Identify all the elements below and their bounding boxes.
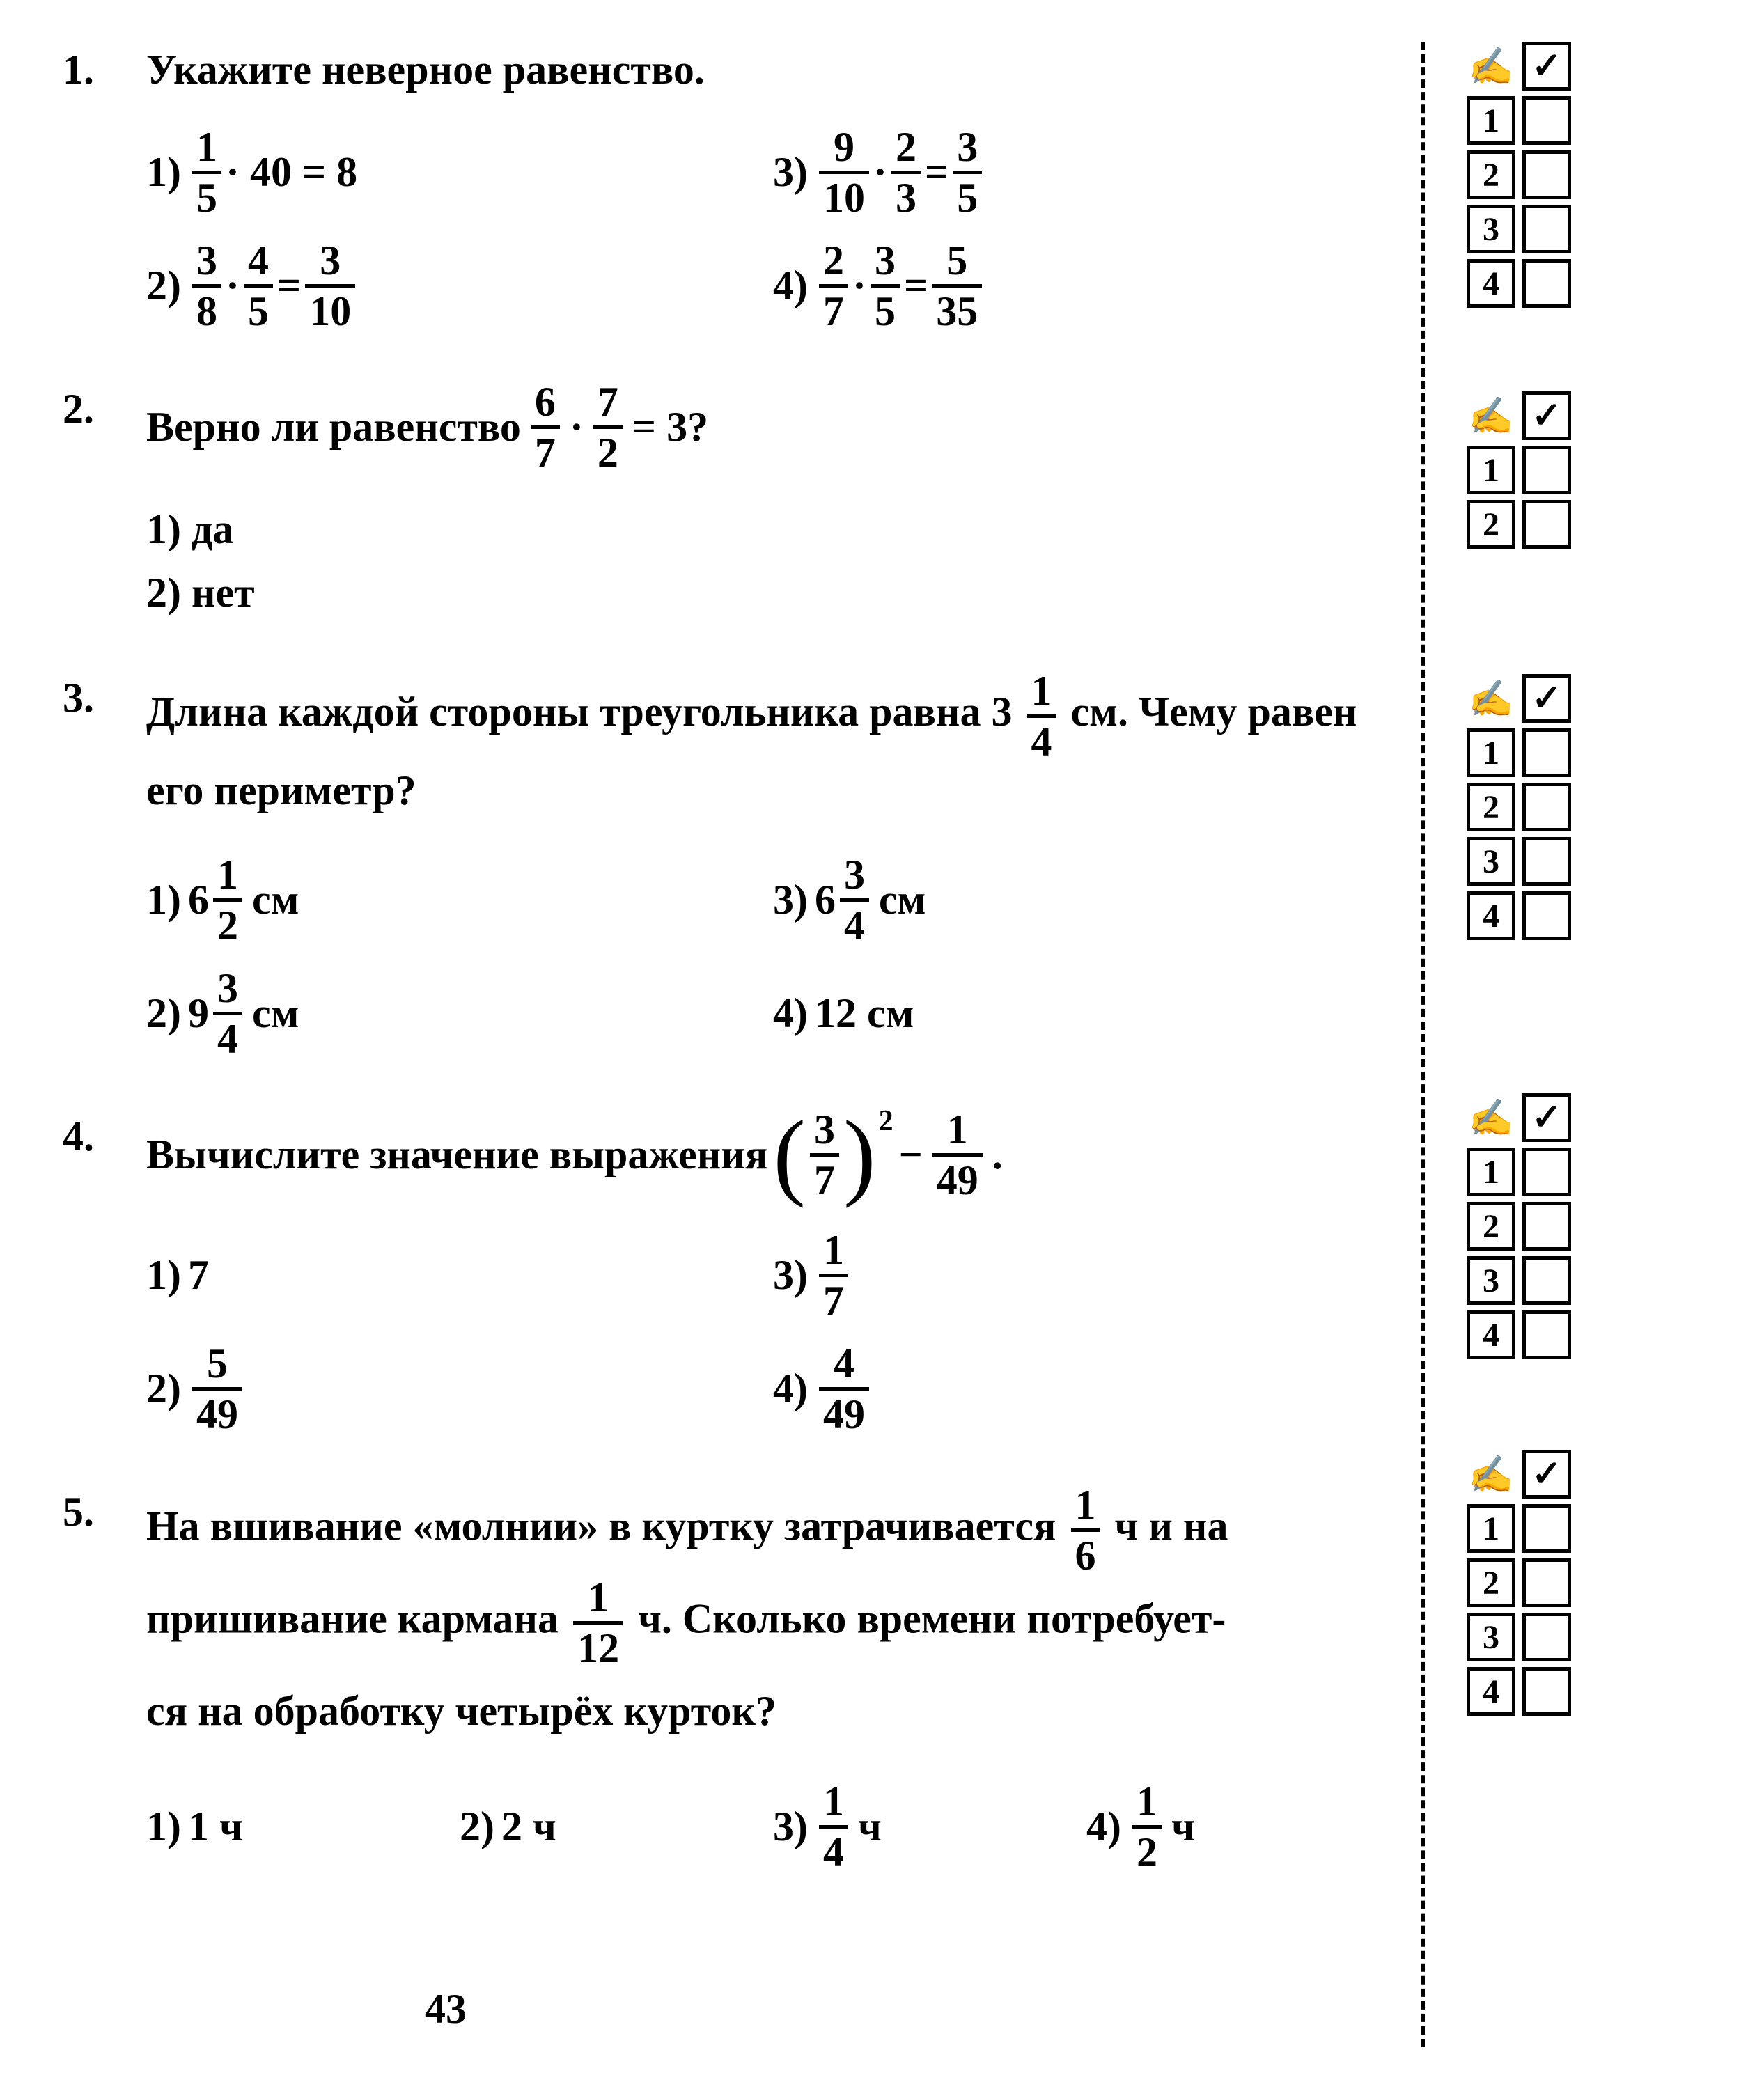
question-4: 4. Вычислите значение выражения ( 37 ) 2… bbox=[63, 1109, 1400, 1435]
q4-option-1: 1) 7 bbox=[146, 1229, 773, 1322]
answer-block-1: ✍✓ 1 2 3 4 bbox=[1467, 42, 1664, 308]
check-icon: ✓ bbox=[1522, 674, 1571, 723]
q5-option-1: 1) 1 ч bbox=[146, 1781, 460, 1873]
answer-box-number[interactable]: 3 bbox=[1467, 1613, 1515, 1661]
q5-option-3: 3) 14 ч bbox=[773, 1781, 1086, 1873]
answer-column: ✍✓ 1 2 3 4 ✍✓ 1 2 ✍✓ 1 2 3 4 ✍✓ 1 2 3 4 … bbox=[1421, 42, 1664, 2047]
q3-option-2: 2) 9 34 см bbox=[146, 967, 773, 1060]
answer-box-empty[interactable] bbox=[1522, 1202, 1571, 1251]
q2-number: 2. bbox=[63, 381, 146, 621]
pen-icon: ✍ bbox=[1467, 674, 1515, 723]
answer-box-number[interactable]: 4 bbox=[1467, 1310, 1515, 1359]
q4-option-4: 4) 449 bbox=[773, 1343, 1400, 1435]
answer-block-4: ✍✓ 1 2 3 4 bbox=[1467, 1093, 1664, 1359]
answer-box-empty[interactable] bbox=[1522, 837, 1571, 886]
check-icon: ✓ bbox=[1522, 42, 1571, 91]
q2-option-2: 2) нет bbox=[146, 565, 1400, 621]
answer-box-empty[interactable] bbox=[1522, 205, 1571, 253]
answer-box-number[interactable]: 3 bbox=[1467, 205, 1515, 253]
answer-box-empty[interactable] bbox=[1522, 259, 1571, 308]
answer-box-number[interactable]: 1 bbox=[1467, 1504, 1515, 1553]
question-2: 2. Верно ли равенство 67 · 72 = 3? 1) да… bbox=[63, 381, 1400, 621]
answer-box-number[interactable]: 1 bbox=[1467, 96, 1515, 145]
q3-number: 3. bbox=[63, 670, 146, 1060]
q1-text: Укажите неверное равенство. bbox=[146, 42, 1400, 98]
q1-option-2: 2) 38 · 45 = 310 bbox=[146, 240, 773, 332]
q5-number: 5. bbox=[63, 1484, 146, 1873]
answer-block-5: ✍✓ 1 2 3 4 bbox=[1467, 1450, 1664, 1716]
answer-box-empty[interactable] bbox=[1522, 1613, 1571, 1661]
answer-box-number[interactable]: 1 bbox=[1467, 1148, 1515, 1196]
question-5: 5. На вшивание «молнии» в куртку затрачи… bbox=[63, 1484, 1400, 1873]
q3-option-3: 3) 6 34 см bbox=[773, 854, 1400, 946]
question-1: 1. Укажите неверное равенство. 1) 15 · 4… bbox=[63, 42, 1400, 332]
answer-box-number[interactable]: 4 bbox=[1467, 891, 1515, 940]
q5-option-2: 2) 2 ч bbox=[460, 1781, 773, 1873]
q1-number: 1. bbox=[63, 42, 146, 332]
answer-box-number[interactable]: 2 bbox=[1467, 150, 1515, 199]
q1-option-4: 4) 27 · 35 = 535 bbox=[773, 240, 1400, 332]
answer-box-number[interactable]: 3 bbox=[1467, 1256, 1515, 1305]
q2-option-1: 1) да bbox=[146, 501, 1400, 558]
q4-number: 4. bbox=[63, 1109, 146, 1435]
answer-box-empty[interactable] bbox=[1522, 728, 1571, 777]
q3-option-1: 1) 6 12 см bbox=[146, 854, 773, 946]
answer-box-number[interactable]: 2 bbox=[1467, 783, 1515, 831]
answer-box-empty[interactable] bbox=[1522, 500, 1571, 549]
pen-icon: ✍ bbox=[1467, 391, 1515, 440]
pen-icon: ✍ bbox=[1467, 42, 1515, 91]
check-icon: ✓ bbox=[1522, 1450, 1571, 1499]
question-3: 3. Длина каждой стороны треугольника рав… bbox=[63, 670, 1400, 1060]
pen-icon: ✍ bbox=[1467, 1450, 1515, 1499]
q1-option-3: 3) 910 · 23 = 35 bbox=[773, 126, 1400, 219]
paren-expression: ( 37 ) 2 bbox=[773, 1109, 893, 1201]
q3-option-4: 4) 12 см bbox=[773, 967, 1400, 1060]
answer-box-number[interactable]: 2 bbox=[1467, 1558, 1515, 1607]
q4-option-3: 3) 17 bbox=[773, 1229, 1400, 1322]
answer-block-3: ✍✓ 1 2 3 4 bbox=[1467, 674, 1664, 940]
answer-box-empty[interactable] bbox=[1522, 96, 1571, 145]
check-icon: ✓ bbox=[1522, 391, 1571, 440]
answer-box-empty[interactable] bbox=[1522, 891, 1571, 940]
answer-box-number[interactable]: 1 bbox=[1467, 728, 1515, 777]
answer-box-number[interactable]: 2 bbox=[1467, 500, 1515, 549]
main-column: 1. Укажите неверное равенство. 1) 15 · 4… bbox=[63, 42, 1421, 2047]
page-number: 43 bbox=[63, 1985, 829, 2033]
answer-box-empty[interactable] bbox=[1522, 1667, 1571, 1716]
answer-box-empty[interactable] bbox=[1522, 150, 1571, 199]
q5-option-4: 4) 12 ч bbox=[1086, 1781, 1400, 1873]
answer-box-number[interactable]: 1 bbox=[1467, 446, 1515, 494]
answer-box-empty[interactable] bbox=[1522, 1504, 1571, 1553]
check-icon: ✓ bbox=[1522, 1093, 1571, 1142]
answer-box-number[interactable]: 4 bbox=[1467, 1667, 1515, 1716]
answer-box-empty[interactable] bbox=[1522, 446, 1571, 494]
answer-box-number[interactable]: 4 bbox=[1467, 259, 1515, 308]
answer-box-empty[interactable] bbox=[1522, 783, 1571, 831]
pen-icon: ✍ bbox=[1467, 1093, 1515, 1142]
q1-option-1: 1) 15 · 40 = 8 bbox=[146, 126, 773, 219]
answer-box-empty[interactable] bbox=[1522, 1148, 1571, 1196]
answer-box-number[interactable]: 3 bbox=[1467, 837, 1515, 886]
q4-option-2: 2) 549 bbox=[146, 1343, 773, 1435]
answer-box-empty[interactable] bbox=[1522, 1310, 1571, 1359]
answer-box-number[interactable]: 2 bbox=[1467, 1202, 1515, 1251]
answer-block-2: ✍✓ 1 2 bbox=[1467, 391, 1664, 549]
answer-box-empty[interactable] bbox=[1522, 1256, 1571, 1305]
answer-box-empty[interactable] bbox=[1522, 1558, 1571, 1607]
